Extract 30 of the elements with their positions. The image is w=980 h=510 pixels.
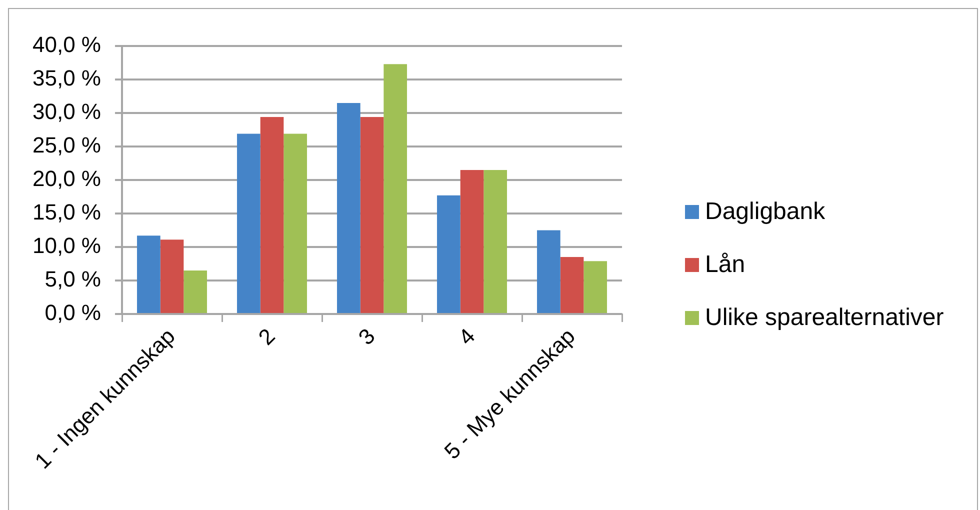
y-tick-label: 5,0 % [44, 266, 101, 292]
bar [337, 102, 360, 313]
y-tick-label: 10,0 % [32, 233, 101, 258]
bar [184, 270, 207, 313]
y-tick-label: 25,0 % [32, 132, 101, 158]
y-tick-label: 40,0 % [32, 32, 101, 58]
bar [437, 195, 460, 313]
legend-label: Ulike sparealternativer [705, 304, 944, 332]
bar [160, 240, 184, 313]
bar [284, 134, 307, 313]
bar [584, 261, 607, 313]
y-tick-label: 15,0 % [32, 200, 101, 225]
x-tick-label: 2 [253, 323, 280, 350]
bar [260, 117, 284, 313]
y-tick-label: 0,0 % [44, 300, 101, 326]
bar [537, 230, 560, 313]
bar [237, 134, 260, 313]
bar [560, 257, 584, 313]
legend-label: Lån [705, 251, 746, 279]
y-tick-label: 35,0 % [32, 66, 101, 91]
legend-label: Dagligbank [705, 198, 826, 226]
x-tick-label: 3 [353, 323, 380, 350]
bar [460, 170, 484, 313]
bar [484, 170, 507, 313]
bar [360, 117, 384, 313]
y-tick-label: 30,0 % [32, 99, 101, 124]
bar [137, 236, 160, 313]
y-tick-label: 20,0 % [32, 166, 101, 192]
bar [384, 64, 407, 313]
x-tick-label: 4 [453, 323, 480, 350]
